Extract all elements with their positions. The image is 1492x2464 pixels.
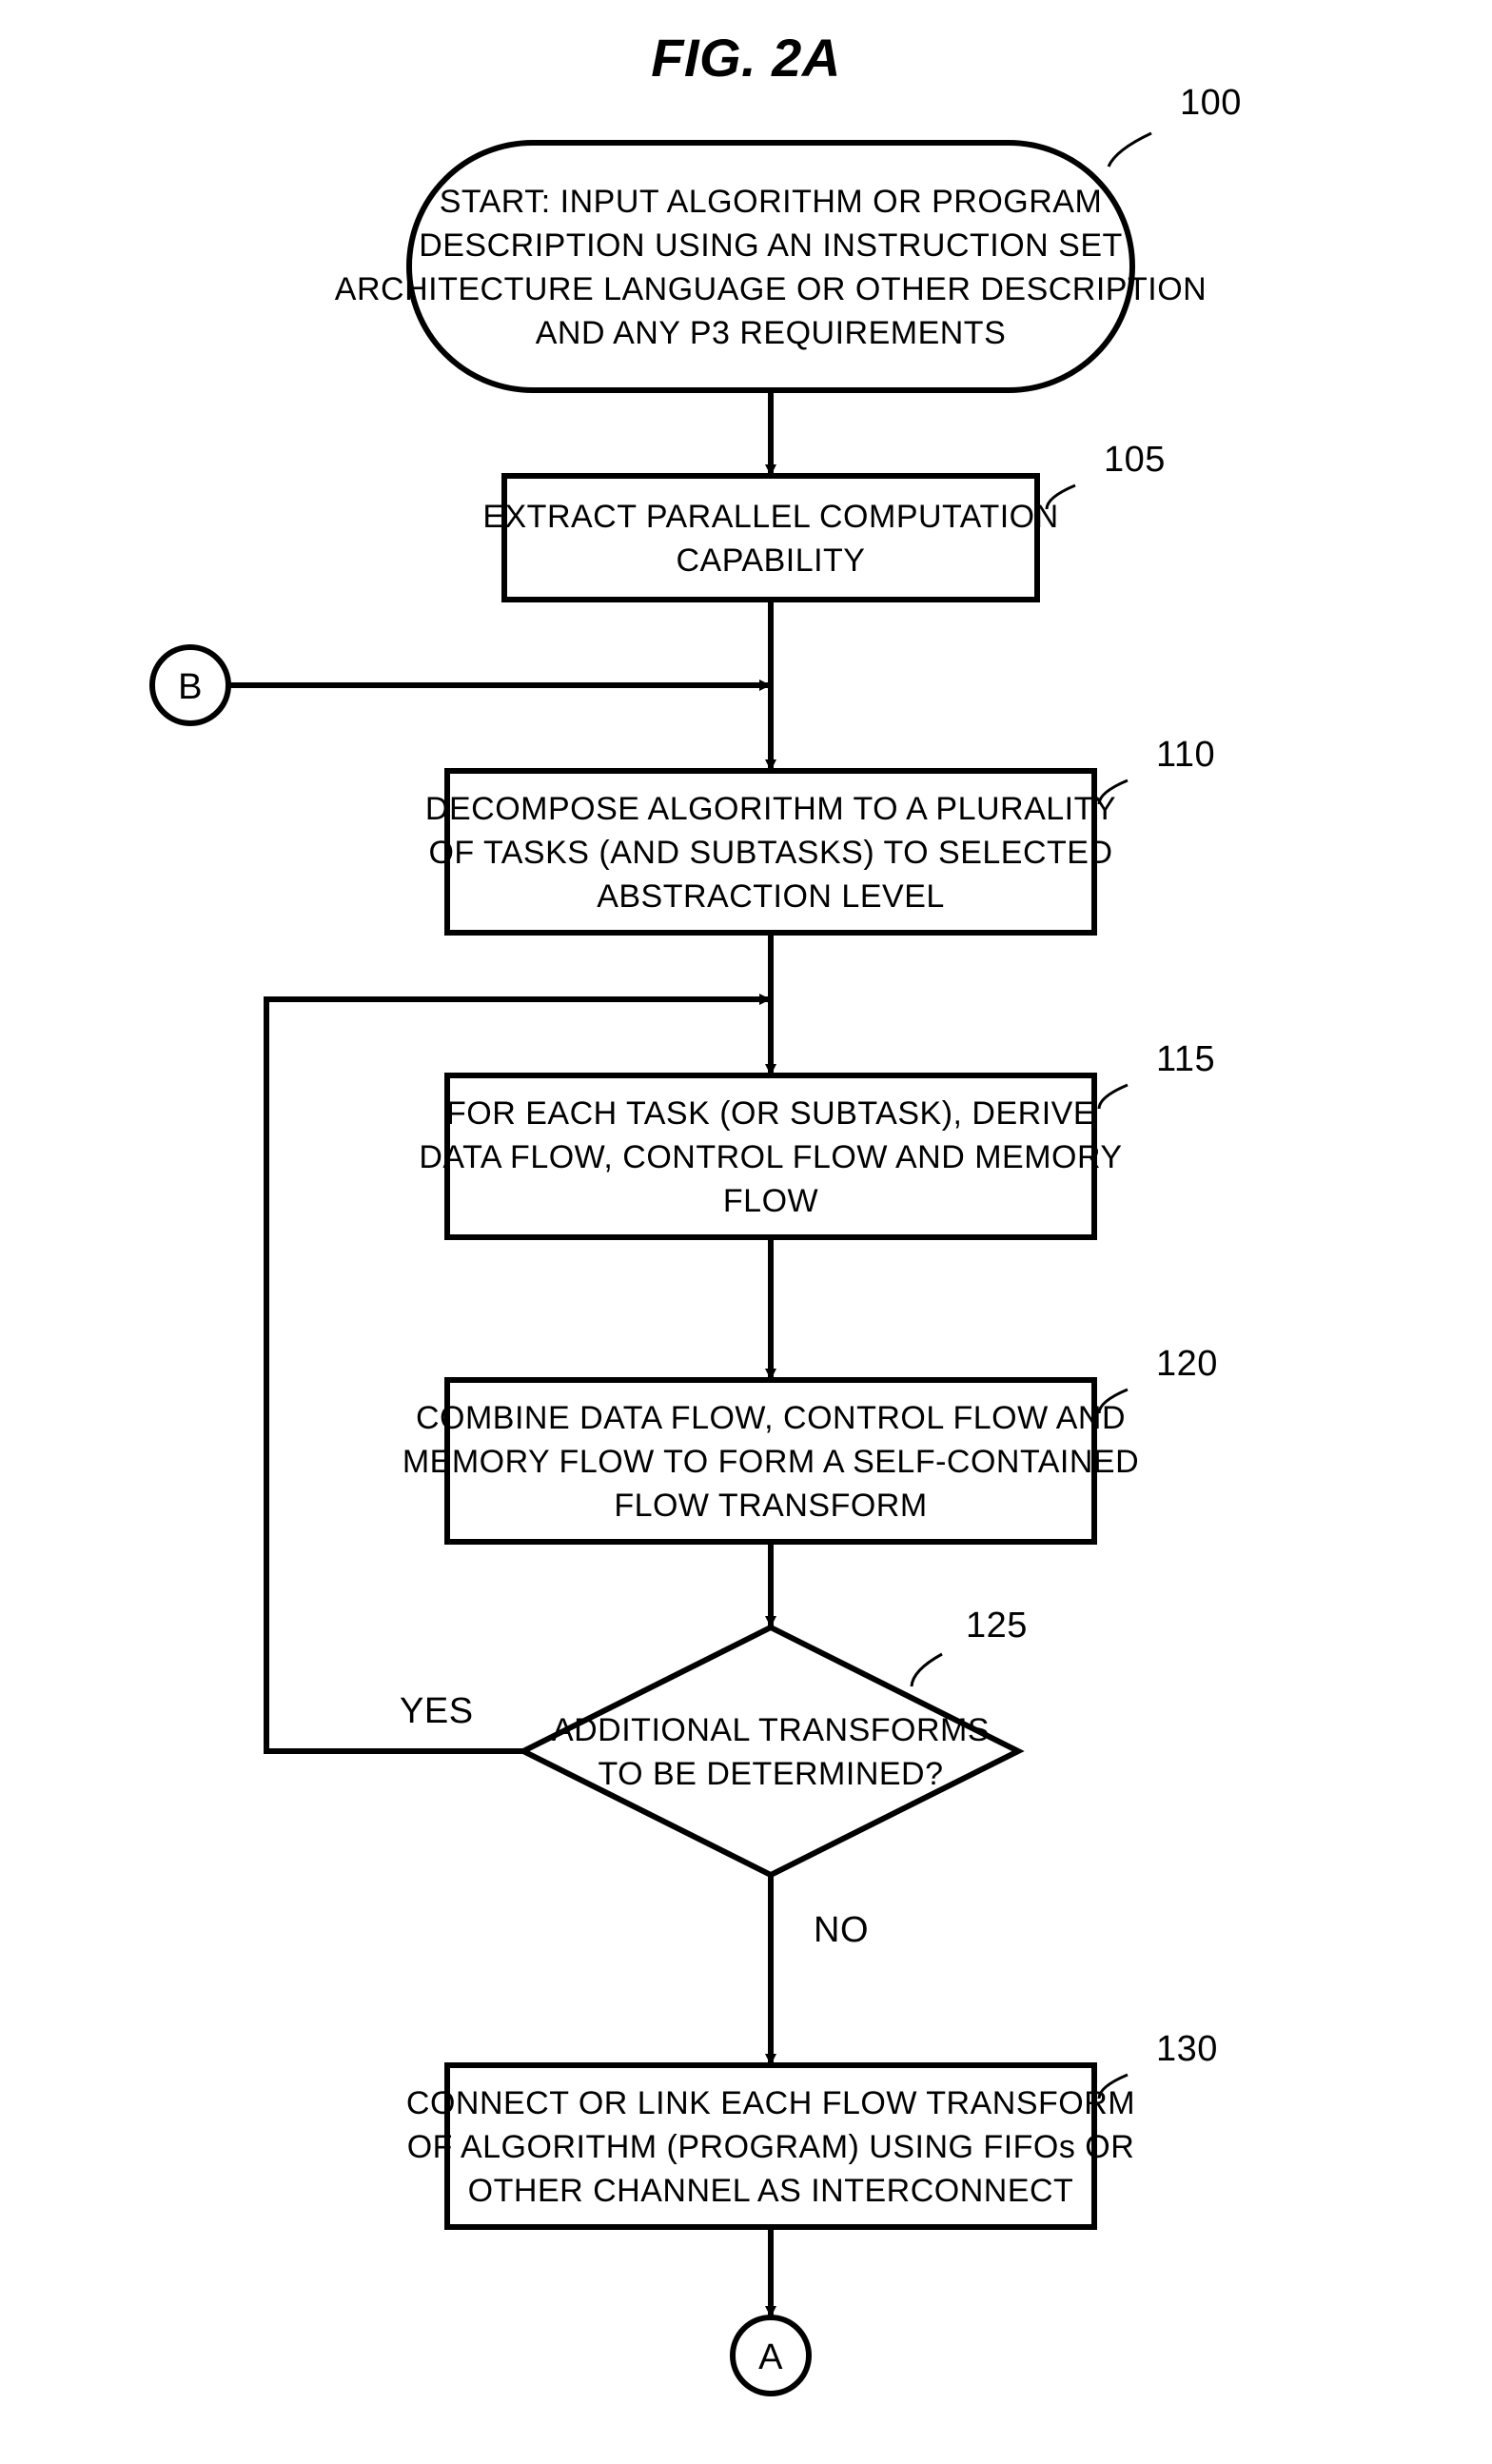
node-text: CAPABILITY [677,542,866,579]
node-text: ADDITIONAL TRANSFORMS [552,1712,990,1748]
node-n105: EXTRACT PARALLEL COMPUTATION CAPABILITY 10… [482,440,1166,600]
node-text: FLOW TRANSFORM [614,1488,927,1524]
node-text: MEMORY FLOW TO FORM A SELF-CONTAINED [402,1444,1139,1480]
edge-label: YES [400,1691,474,1731]
node-text: TO BE DETERMINED? [598,1756,943,1792]
node-connA: A [733,2317,809,2394]
node-text: CONNECT OR LINK EACH FLOW TRANSFORM [406,2085,1135,2121]
node-text: OF ALGORITHM (PROGRAM) USING FIFOs OR [407,2129,1135,2165]
flowchart-canvas: FIG. 2ASTART: INPUT ALGORITHM OR PROGRAM… [0,0,1492,2459]
node-n130: CONNECT OR LINK EACH FLOW TRANSFORM OF AL… [406,2029,1218,2227]
node-text: ARCHITECTURE LANGUAGE OR OTHER DESCRIPTI… [335,271,1207,307]
node-text: FOR EACH TASK (OR SUBTASK), DERIVE [446,1095,1095,1132]
ref-label: 115 [1156,1039,1215,1079]
node-text: OF TASKS (AND SUBTASKS) TO SELECTED [428,835,1112,871]
node-text: COMBINE DATA FLOW, CONTROL FLOW AND [416,1400,1126,1436]
ref-label: 130 [1156,2029,1218,2069]
ref-label: 125 [966,1606,1028,1646]
node-text: OTHER CHANNEL AS INTERCONNECT [468,2173,1074,2209]
connector-label: B [178,667,203,707]
node-text: AND ANY P3 REQUIREMENTS [536,315,1007,351]
node-text: ABSTRACTION LEVEL [597,878,945,915]
ref-label: 120 [1156,1344,1218,1384]
node-connB: B [152,647,228,723]
node-text: DECOMPOSE ALGORITHM TO A PLURALITY [425,791,1116,827]
node-n110: DECOMPOSE ALGORITHM TO A PLURALITY OF TAS… [425,735,1215,933]
ref-label: 110 [1156,735,1215,775]
figure-title: FIG. 2A [651,28,841,88]
ref-label: 105 [1104,440,1166,480]
node-n100: START: INPUT ALGORITHM OR PROGRAM DESCRIP… [335,83,1242,390]
node-text: FLOW [723,1183,818,1219]
node-text: DATA FLOW, CONTROL FLOW AND MEMORY [419,1139,1122,1175]
node-text: START: INPUT ALGORITHM OR PROGRAM [440,184,1103,220]
node-text: EXTRACT PARALLEL COMPUTATION [482,499,1058,535]
node-n120: COMBINE DATA FLOW, CONTROL FLOW AND MEMOR… [402,1344,1218,1542]
node-text: DESCRIPTION USING AN INSTRUCTION SET [419,227,1123,264]
connector-label: A [758,2337,783,2377]
node-n115: FOR EACH TASK (OR SUBTASK), DERIVE DATA F… [419,1039,1215,1237]
ref-label: 100 [1180,83,1242,123]
edge-label: NO [814,1910,869,1950]
node-n125: ADDITIONAL TRANSFORMS TO BE DETERMINED? 12… [523,1606,1028,1875]
